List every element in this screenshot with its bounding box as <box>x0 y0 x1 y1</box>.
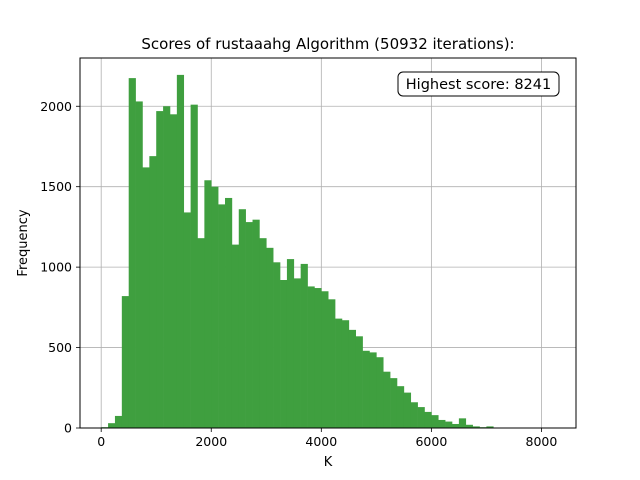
highest-score-annotation: Highest score: 8241 <box>397 71 560 97</box>
histogram-bar <box>225 197 233 428</box>
histogram-bar <box>410 402 418 428</box>
histogram-bar <box>121 296 130 428</box>
plot-frame <box>79 57 577 429</box>
histogram-bar <box>341 320 350 428</box>
histogram-bar <box>369 352 377 428</box>
histogram-bar <box>383 371 391 428</box>
histogram-bar <box>335 318 343 428</box>
histogram-bar <box>348 329 357 428</box>
histogram-bar <box>190 104 198 429</box>
histogram-bar <box>176 74 185 429</box>
y-tick-label: 2000 <box>40 99 72 114</box>
histogram-bar <box>197 238 205 428</box>
annotation-text: Highest score: 8241 <box>406 77 551 93</box>
histogram-bar <box>472 426 480 428</box>
x-axis-label: K <box>324 455 333 470</box>
histogram-bar <box>142 167 150 429</box>
histogram-bar <box>376 357 384 428</box>
histogram-bar <box>280 280 288 428</box>
histogram-bar <box>252 219 260 428</box>
histogram-bar <box>438 419 446 428</box>
histogram-bar <box>149 156 157 428</box>
histogram-bar <box>431 415 439 428</box>
histogram-bar <box>163 106 171 429</box>
histogram-bar <box>231 244 240 428</box>
x-tick-label: 8000 <box>526 434 558 449</box>
histogram-bar <box>328 299 336 428</box>
histogram-bar <box>156 111 164 428</box>
histogram-bar <box>362 350 370 428</box>
y-axis-label: Frequency <box>16 209 31 276</box>
histogram-bar <box>396 386 405 428</box>
y-tick-label: 1500 <box>40 179 72 194</box>
histogram-bar <box>169 114 178 428</box>
chart-title: Scores of rustaaahg Algorithm (50932 ite… <box>141 35 514 53</box>
histogram-bar <box>424 411 432 428</box>
x-axis-ticks: 0 2000 4000 6000 8000 <box>97 428 557 449</box>
y-tick-label: 500 <box>48 340 72 355</box>
histogram-bar <box>458 418 467 428</box>
histogram-bar <box>114 415 123 428</box>
histogram-bar <box>286 259 295 428</box>
histogram-bars <box>101 74 563 429</box>
histogram-bar <box>218 204 226 428</box>
histogram-bar <box>128 78 136 428</box>
histogram-bar <box>266 247 274 428</box>
histogram-bar <box>403 392 412 428</box>
y-axis-ticks: 0 500 1000 1500 2000 <box>40 99 80 436</box>
histogram-bar <box>245 222 253 428</box>
histogram-bar <box>108 423 116 428</box>
histogram-bar <box>204 180 212 428</box>
histogram-bar <box>390 378 398 428</box>
histogram-bar <box>321 291 329 428</box>
histogram-bar <box>135 101 143 428</box>
histogram-bar <box>355 336 363 428</box>
histogram-bar <box>307 286 315 428</box>
histogram-bar <box>300 263 308 428</box>
histogram-bar <box>273 262 281 428</box>
histogram-bar <box>314 288 322 428</box>
histogram-bar <box>183 212 191 428</box>
histogram-bar <box>445 421 453 428</box>
x-tick-label: 4000 <box>305 434 337 449</box>
x-tick-label: 2000 <box>195 434 227 449</box>
x-tick-label: 0 <box>97 434 105 449</box>
histogram-bar <box>452 423 460 428</box>
histogram-bar <box>259 238 267 428</box>
y-tick-label: 1000 <box>40 260 72 275</box>
y-tick-label: 0 <box>64 421 72 436</box>
histogram-bar <box>238 209 246 428</box>
histogram-bar <box>211 186 219 428</box>
histogram-bar <box>465 424 473 428</box>
histogram-bar <box>293 278 301 428</box>
histogram-bar <box>417 407 425 428</box>
annotation-box <box>397 71 560 97</box>
histogram-bar <box>486 426 494 428</box>
x-tick-label: 6000 <box>415 434 447 449</box>
